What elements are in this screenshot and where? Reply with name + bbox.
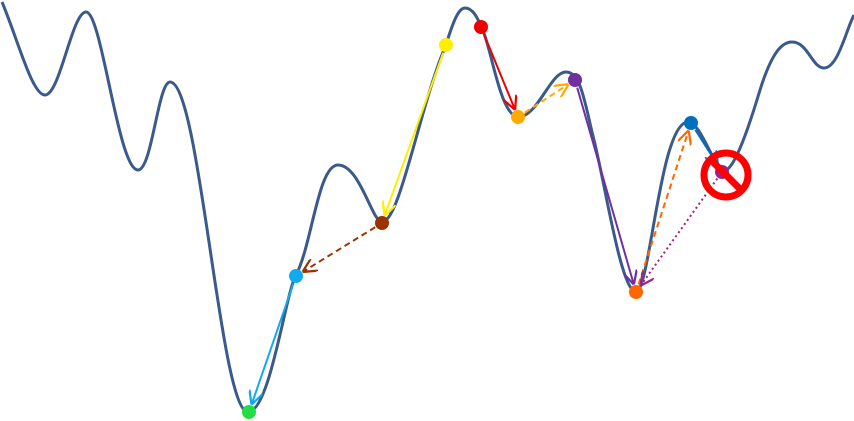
arrow-orange-to-blue bbox=[637, 132, 688, 285]
arrow-cyan-to-green bbox=[252, 283, 295, 404]
arrow-purple-to-orange bbox=[576, 87, 633, 284]
point-orange-light bbox=[511, 110, 525, 124]
arrow-red-to-orange-light bbox=[483, 34, 515, 108]
prohibited-marker bbox=[700, 149, 752, 201]
point-blue bbox=[684, 116, 698, 130]
point-purple bbox=[568, 73, 582, 87]
point-cyan bbox=[289, 269, 303, 283]
arrow-magenta-to-orange bbox=[641, 177, 719, 285]
point-brown bbox=[375, 216, 389, 230]
arrow-orange-light-to-purple bbox=[524, 85, 568, 114]
prohibited-slash bbox=[707, 156, 745, 194]
point-yellow bbox=[439, 38, 453, 52]
arrow-yellow-to-brown bbox=[385, 52, 445, 215]
prohibited-icon bbox=[700, 149, 752, 201]
point-red bbox=[474, 20, 488, 34]
point-orange bbox=[629, 285, 643, 299]
arrow-brown-to-cyan bbox=[304, 226, 376, 271]
point-green bbox=[242, 405, 256, 419]
